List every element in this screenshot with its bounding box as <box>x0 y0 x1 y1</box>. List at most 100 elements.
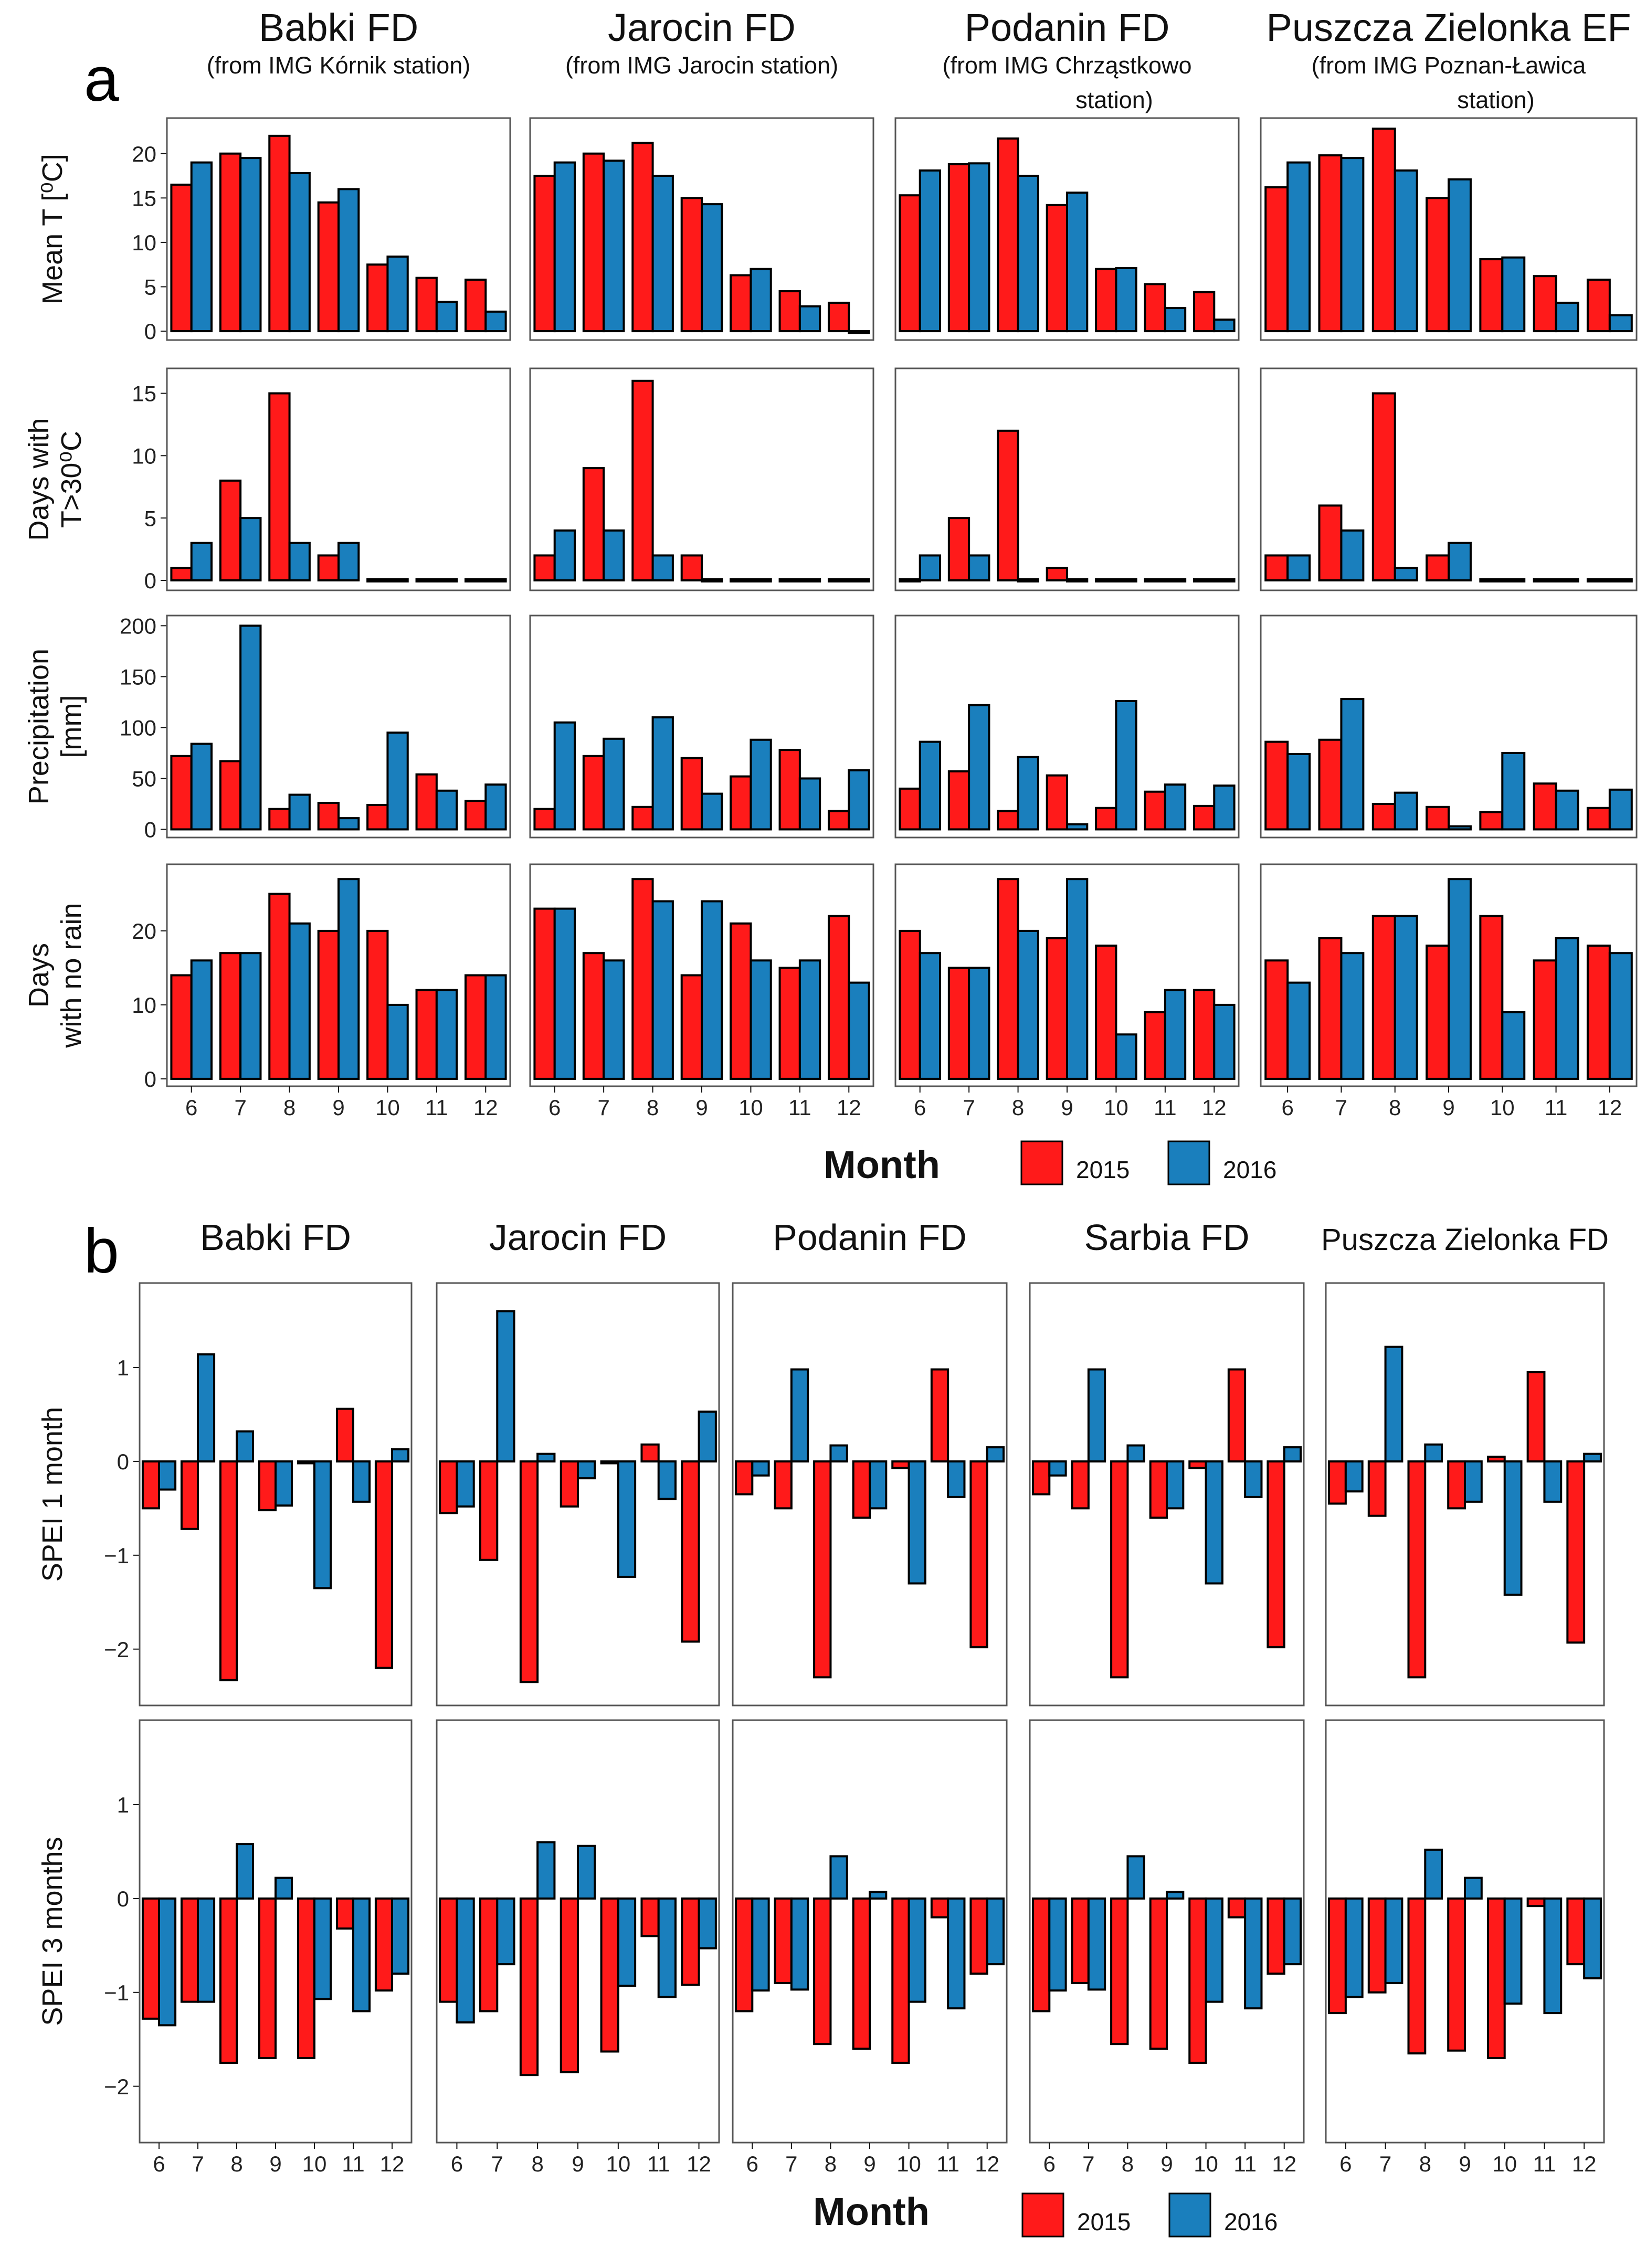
legend-label-2016: 2016 <box>1223 1156 1276 1183</box>
bar-2015-month-7 <box>1318 937 1343 1080</box>
bar-2016-month-7 <box>603 737 625 831</box>
a-row0-facet-1 <box>529 117 874 341</box>
bar-2015-month-11 <box>335 1407 354 1462</box>
bar-2016-month-10 <box>1501 751 1526 831</box>
bar-2015-month-11 <box>1227 1897 1247 1919</box>
bar-2016-month-10 <box>1115 267 1137 333</box>
x-tick-label: 9 <box>269 2152 281 2176</box>
x-tick-label: 6 <box>1043 2152 1056 2176</box>
bar-2015-month-7 <box>479 1460 499 1561</box>
bar-2015-month-11 <box>640 1443 660 1462</box>
bar-2015-month-12 <box>464 974 487 1080</box>
bar-2016-month-9 <box>701 900 723 1080</box>
bar-2015-month-10 <box>1095 945 1117 1080</box>
bar-2015-month-6 <box>141 1897 161 2020</box>
bar-2015-month-8 <box>268 808 291 831</box>
bar-2016-month-10 <box>1115 578 1137 582</box>
bar-2016-month-9 <box>337 188 360 333</box>
x-axis-label: Month <box>813 2190 930 2233</box>
bar-2015-month-8 <box>631 878 654 1080</box>
facet-frame <box>894 367 1240 591</box>
bar-2015-month-7 <box>947 163 970 333</box>
bar-2016-month-10 <box>1115 700 1137 831</box>
bar-2015-month-9 <box>680 554 703 581</box>
bar-2016-month-6 <box>553 721 576 831</box>
x-tick-label: 7 <box>785 2152 797 2176</box>
y-axis-label: [mm] <box>56 695 87 758</box>
bar-2016-month-9 <box>1066 192 1089 333</box>
bar-2016-month-10 <box>1205 1460 1223 1585</box>
bar-2016-month-11 <box>1164 307 1187 333</box>
bar-2016-month-6 <box>456 1897 475 2024</box>
bar-2016-month-12 <box>1608 788 1633 831</box>
bar-2015-month-8 <box>631 142 654 333</box>
x-tick-label: 8 <box>1419 2152 1431 2176</box>
bar-2015-month-6 <box>1328 1460 1347 1505</box>
bar-2015-month-10 <box>730 775 752 831</box>
bar-2016-month-11 <box>1164 783 1187 831</box>
bar-2016-month-11 <box>798 777 821 831</box>
bar-2016-month-8 <box>1394 791 1418 831</box>
bar-2015-month-10 <box>730 578 752 582</box>
x-tick-label: 9 <box>1061 1095 1073 1120</box>
y-tick-label: 150 <box>120 665 156 690</box>
bar-2015-month-8 <box>219 1460 238 1681</box>
x-tick-label: 10 <box>1194 2152 1218 2176</box>
bar-2015-month-9 <box>1046 937 1069 1080</box>
bar-2015-month-11 <box>778 967 801 1080</box>
x-tick-label: 6 <box>185 1095 197 1120</box>
bar-2016-month-12 <box>1213 1003 1236 1080</box>
bar-2016-month-12 <box>698 1897 717 1949</box>
bar-2015-month-11 <box>1144 790 1166 831</box>
bar-2016-month-7 <box>1087 1368 1106 1462</box>
bar-2016-month-7 <box>1384 1345 1404 1462</box>
bar-2015-month-11 <box>778 290 801 333</box>
bar-2016-month-10 <box>1205 1897 1223 2003</box>
bar-2015-month-11 <box>415 989 438 1080</box>
x-tick-label: 11 <box>425 1095 448 1120</box>
bar-2015-month-11 <box>1533 578 1557 582</box>
a-row1-facet-0 <box>166 367 511 591</box>
x-tick-label: 11 <box>1533 2152 1556 2176</box>
bar-2015-month-7 <box>1318 738 1343 831</box>
bar-2015-month-11 <box>1144 1011 1166 1080</box>
bar-2016-month-11 <box>435 989 458 1080</box>
bar-2015-month-11 <box>930 1897 949 1919</box>
bar-2015-month-12 <box>1193 804 1216 831</box>
y-tick-label: 0 <box>117 1887 129 1911</box>
x-tick-label: 6 <box>1339 2152 1352 2176</box>
y-tick-label: 20 <box>132 142 156 166</box>
site-subtitle: (from IMG Jarocin station) <box>565 52 838 79</box>
bar-2016-month-8 <box>1126 1444 1145 1462</box>
a-row2-facet-0 <box>166 614 511 839</box>
bar-2016-month-9 <box>275 1877 293 1900</box>
bar-2015-month-6 <box>141 1460 161 1510</box>
b-row0-facet-1 <box>436 1282 720 1707</box>
bar-2015-month-6 <box>1328 1897 1347 2015</box>
bar-2015-month-6 <box>1264 740 1289 831</box>
bar-2016-month-12 <box>986 1897 1005 1966</box>
bar-2015-month-12 <box>1586 278 1611 333</box>
y-tick-label: −1 <box>104 1980 129 2005</box>
x-tick-label: 12 <box>473 1095 498 1120</box>
x-tick-label: 10 <box>1492 2152 1517 2176</box>
site-title: Babki FD <box>259 6 418 49</box>
bar-2015-month-10 <box>1486 1455 1506 1462</box>
legend-swatch-2015 <box>1021 2192 1064 2238</box>
bar-2016-month-8 <box>651 716 674 831</box>
bar-2016-month-6 <box>1344 1460 1364 1493</box>
bar-2015-month-7 <box>947 967 970 1080</box>
bar-2015-month-9 <box>852 1897 871 2050</box>
bar-2015-month-9 <box>1046 204 1069 333</box>
x-tick-label: 7 <box>1379 2152 1391 2176</box>
site-subtitle: station) <box>1457 87 1535 113</box>
bar-2016-month-12 <box>1213 319 1236 333</box>
x-tick-label: 9 <box>863 2152 875 2176</box>
bar-2016-month-6 <box>1286 161 1311 333</box>
bar-2015-month-11 <box>415 578 438 582</box>
bar-2015-month-9 <box>680 974 703 1080</box>
bar-2015-month-8 <box>268 893 291 1080</box>
bar-2016-month-9 <box>1066 878 1089 1080</box>
bar-2016-month-8 <box>1424 1848 1443 1900</box>
bar-2015-month-12 <box>969 1460 988 1649</box>
